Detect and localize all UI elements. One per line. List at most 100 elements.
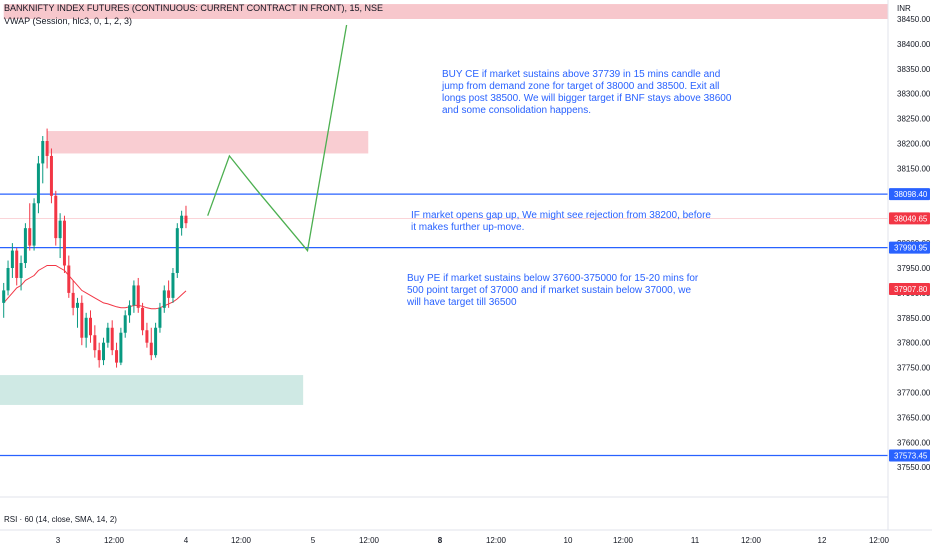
candle [23, 223, 27, 268]
time-tick-label: 12 [818, 536, 827, 545]
price-label: 37907.80 [889, 283, 930, 296]
time-tick-label: 4 [184, 536, 189, 545]
candle-body [84, 317, 88, 338]
candle [67, 255, 71, 298]
price-label-text: 38098.40 [894, 190, 928, 199]
candle [93, 325, 97, 358]
candle-body [62, 220, 66, 266]
price-label-text: 37990.95 [894, 244, 928, 253]
candle [110, 320, 114, 356]
demand-zone [0, 375, 304, 405]
price-tick-label: 38150.00 [897, 164, 931, 173]
time-tick-label: 12:00 [359, 536, 380, 545]
price-axis-layer: INR 38450.00 38400.00 38350.00 38300.00 3825… [887, 0, 932, 550]
candle [62, 215, 66, 273]
price-tick-label: 38250.00 [897, 115, 931, 124]
candle-body [6, 268, 10, 291]
candle-body [28, 228, 32, 246]
candle-body [49, 155, 53, 196]
candle-body [180, 215, 184, 229]
price-tick-label: 37750.00 [897, 364, 931, 373]
candle-body [145, 330, 149, 343]
candle [123, 310, 127, 338]
candle [180, 210, 184, 236]
candle [45, 128, 49, 169]
candle-body [167, 290, 171, 298]
price-tick-label: 37950.00 [897, 264, 931, 273]
candle-body [19, 263, 23, 278]
price-label: 37573.45 [889, 449, 930, 462]
candle [97, 342, 101, 368]
candle-body [93, 335, 97, 351]
candle-body [23, 228, 27, 264]
projection-layer [207, 24, 348, 253]
time-tick-label: 11 [691, 536, 700, 545]
candle [10, 243, 14, 278]
candle [89, 310, 92, 343]
candle-body [171, 272, 175, 298]
candle-body [58, 220, 62, 239]
supply-zone [47, 131, 369, 154]
price-label-box [889, 449, 930, 462]
time-tick-label: 12:00 [613, 536, 634, 545]
price-tick-label: 37650.00 [897, 413, 931, 422]
candle-body [45, 141, 49, 156]
buy-pe-note: Buy PE if market sustains below 37600-37… [407, 273, 699, 308]
candles-layer [2, 128, 188, 368]
candle [119, 327, 123, 366]
price-tick-label: 38200.00 [897, 140, 931, 149]
candle [167, 280, 171, 308]
candle [145, 322, 149, 348]
candle-body [32, 203, 36, 246]
chart-title: BANKNIFTY INDEX FUTURES (CONTINUOUS: CUR… [4, 3, 384, 13]
candle [28, 203, 32, 251]
candle [149, 327, 153, 361]
price-tick-label: 37850.00 [897, 314, 931, 323]
rsi-legend: RSI · 60 (14, close, SMA, 14, 2) [4, 515, 117, 524]
price-tick-label: 38400.00 [897, 40, 931, 49]
candle [115, 342, 119, 368]
zones-layer [0, 4, 888, 405]
candle-body [141, 307, 145, 331]
candle [71, 280, 75, 316]
candle [175, 223, 179, 278]
projection-path [207, 24, 348, 253]
candle [171, 268, 175, 303]
price-label: 37990.95 [889, 241, 930, 254]
price-tick-label: 37800.00 [897, 339, 931, 348]
price-label-text: 37907.80 [894, 285, 928, 294]
gap-up-note: IF market opens gap up, We might see rej… [411, 210, 711, 233]
time-tick-label: 8 [438, 536, 443, 545]
price-tick-label: 37550.00 [897, 463, 931, 472]
candle [128, 300, 132, 323]
price-label-box [889, 241, 930, 254]
candle-body [119, 332, 123, 363]
price-label-box [889, 212, 930, 225]
candle-body [136, 285, 140, 308]
candle [84, 312, 88, 348]
candle [32, 198, 36, 251]
candle-body [154, 327, 158, 356]
candle [19, 255, 23, 291]
candle-body [132, 285, 136, 306]
time-axis-layer: 3 12:00 4 12:00 5 12:00 8 12:00 10 12:00 11 12:00 12… [56, 536, 890, 545]
rsi-pane: RSI · 60 (14, close, SMA, 14, 2) [0, 496, 932, 531]
price-label-box [889, 283, 930, 296]
candle-body [106, 327, 110, 343]
candle-body [36, 163, 40, 204]
candle [141, 302, 145, 336]
candle [184, 205, 188, 229]
candle [136, 277, 140, 313]
vwap-legend: VWAP (Session, hlc3, 0, 1, 2, 3) [4, 16, 133, 26]
candle [54, 190, 58, 246]
price-label: 38049.65 [889, 212, 930, 225]
candle-body [175, 228, 179, 273]
candle [36, 155, 40, 214]
price-label-box [889, 188, 930, 201]
price-label: 38098.40 [889, 188, 930, 201]
price-tick-label: 38350.00 [897, 65, 931, 74]
time-tick-label: 10 [564, 536, 573, 545]
currency-label: INR [897, 4, 911, 13]
time-tick-label: 12:00 [741, 536, 762, 545]
